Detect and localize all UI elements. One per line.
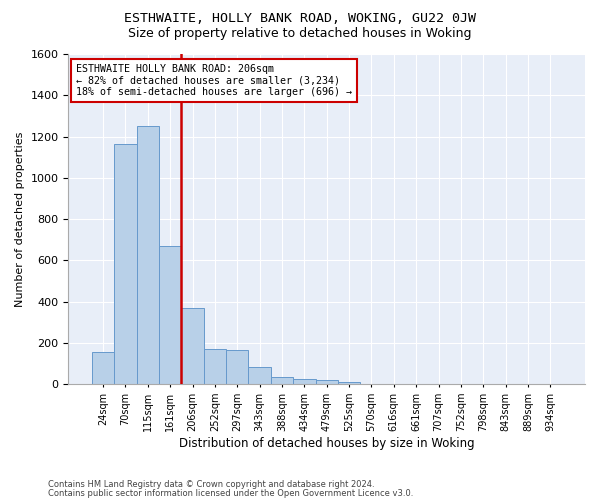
X-axis label: Distribution of detached houses by size in Woking: Distribution of detached houses by size … bbox=[179, 437, 475, 450]
Bar bbox=[159, 246, 181, 384]
Text: ESTHWAITE, HOLLY BANK ROAD, WOKING, GU22 0JW: ESTHWAITE, HOLLY BANK ROAD, WOKING, GU22… bbox=[124, 12, 476, 26]
Bar bbox=[316, 380, 338, 384]
Text: Size of property relative to detached houses in Woking: Size of property relative to detached ho… bbox=[128, 28, 472, 40]
Bar bbox=[114, 144, 137, 384]
Text: ESTHWAITE HOLLY BANK ROAD: 206sqm
← 82% of detached houses are smaller (3,234)
1: ESTHWAITE HOLLY BANK ROAD: 206sqm ← 82% … bbox=[76, 64, 352, 97]
Text: Contains public sector information licensed under the Open Government Licence v3: Contains public sector information licen… bbox=[48, 488, 413, 498]
Bar bbox=[293, 379, 316, 384]
Bar bbox=[92, 352, 114, 384]
Y-axis label: Number of detached properties: Number of detached properties bbox=[15, 132, 25, 307]
Bar bbox=[204, 349, 226, 384]
Bar bbox=[226, 350, 248, 384]
Text: Contains HM Land Registry data © Crown copyright and database right 2024.: Contains HM Land Registry data © Crown c… bbox=[48, 480, 374, 489]
Bar bbox=[181, 308, 204, 384]
Bar bbox=[248, 367, 271, 384]
Bar bbox=[271, 377, 293, 384]
Bar bbox=[338, 382, 360, 384]
Bar bbox=[137, 126, 159, 384]
